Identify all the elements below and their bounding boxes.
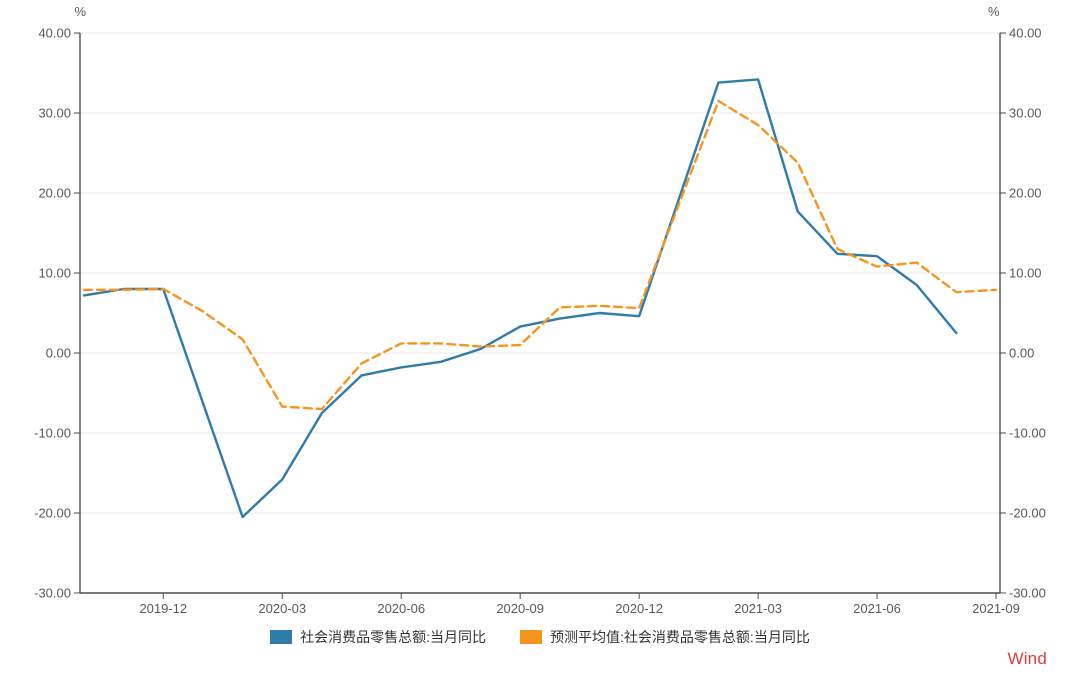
y-tick-label-right: 40.00 (1009, 26, 1042, 41)
legend-item-forecast[interactable]: 预测平均值:社会消费品零售总额:当月同比 (520, 630, 810, 644)
y-tick-label-left: -30.00 (34, 586, 71, 601)
y-tick-label-left: 10.00 (38, 266, 71, 281)
x-tick-label: 2020-06 (377, 601, 425, 616)
legend-swatch-actual (270, 630, 293, 644)
legend-label-actual: 社会消费品零售总额:当月同比 (300, 629, 487, 645)
y-tick-label-right: -20.00 (1009, 506, 1046, 521)
legend-swatch-forecast (520, 630, 543, 644)
series-line-1 (82, 99, 998, 411)
x-tick-label: 2021-06 (853, 601, 901, 616)
wind-logo: Wind (1007, 649, 1047, 668)
x-tick-label: 2020-03 (258, 601, 306, 616)
y-tick-label-left: 20.00 (38, 186, 71, 201)
y-tick-label-left: 30.00 (38, 106, 71, 121)
y-tick-label-left: -20.00 (34, 506, 71, 521)
y-tick-label-right: 30.00 (1009, 106, 1042, 121)
y-tick-label-right: -10.00 (1009, 426, 1046, 441)
x-tick-label: 2021-03 (734, 601, 782, 616)
unit-label-left: % (74, 4, 86, 19)
x-tick-label: 2020-12 (615, 601, 663, 616)
legend-label-forecast: 预测平均值:社会消费品零售总额:当月同比 (550, 629, 810, 645)
unit-label-right: % (988, 4, 1000, 19)
y-tick-label-right: 0.00 (1009, 346, 1034, 361)
y-tick-label-left: 0.00 (46, 346, 71, 361)
x-tick-label: 2020-09 (496, 601, 544, 616)
legend-item-actual[interactable]: 社会消费品零售总额:当月同比 (270, 630, 486, 644)
y-tick-label-left: 40.00 (38, 26, 71, 41)
y-tick-label-left: -10.00 (34, 426, 71, 441)
y-tick-label-right: -30.00 (1009, 586, 1046, 601)
x-tick-label: 2019-12 (139, 601, 187, 616)
legend: 社会消费品零售总额:当月同比 预测平均值:社会消费品零售总额:当月同比 (0, 622, 1080, 652)
x-tick-label: 2021-09 (972, 601, 1020, 616)
y-tick-label-right: 10.00 (1009, 266, 1042, 281)
chart-plot: 40.00 40.00 30.00 30.00 20.00 20.00 10.00 10.00… (34, 4, 1046, 616)
y-tick-label-right: 20.00 (1009, 186, 1042, 201)
series-line-0 (82, 78, 958, 519)
